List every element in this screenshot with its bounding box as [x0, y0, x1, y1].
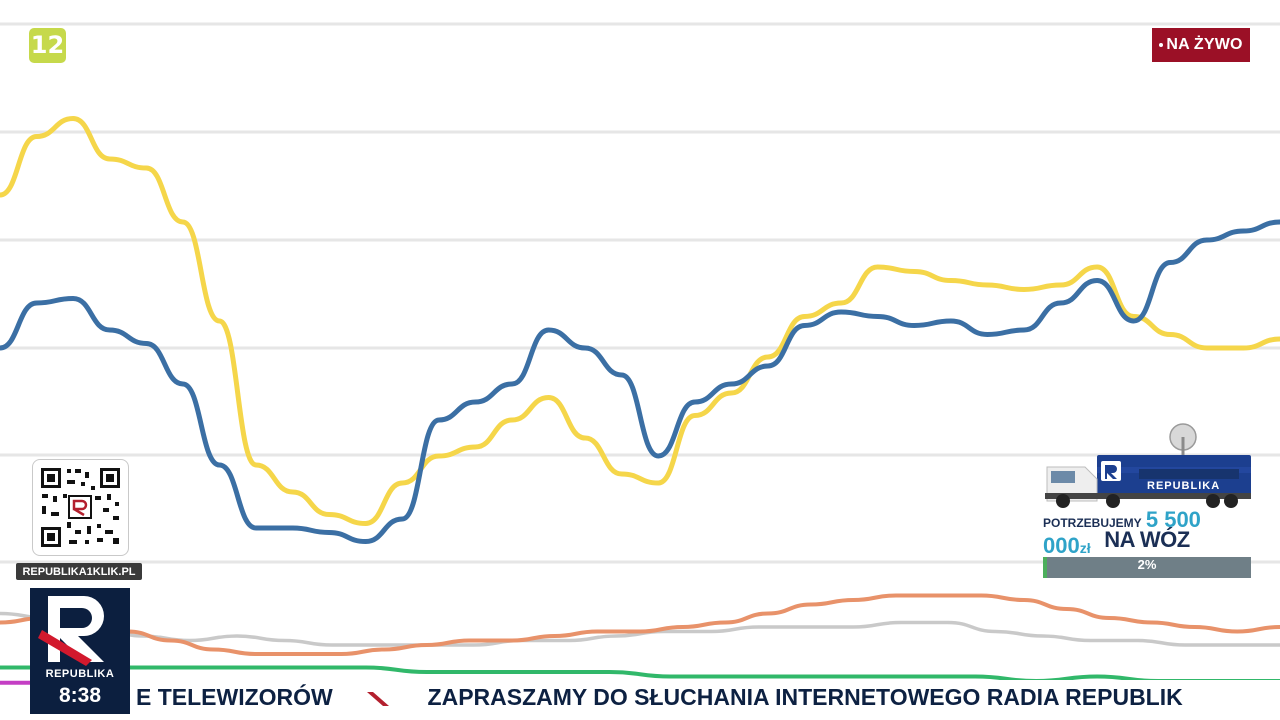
progress-fill [1043, 557, 1048, 578]
republika-logo: REPUBLIKA 8:38 [30, 588, 130, 714]
news-ticker: E TELEWIZORÓW ZAPRASZAMY DO SŁUCHANIA IN… [130, 680, 1280, 716]
channel-badge: 12 [29, 28, 66, 63]
series-line-yellow [0, 116, 1280, 526]
ticker-separator-icon [367, 691, 390, 706]
qr-code-icon [39, 466, 122, 549]
website-label: REPUBLIKA1KLIK.PL [16, 563, 142, 580]
gridlines [0, 22, 1280, 564]
clock: 8:38 [58, 684, 102, 707]
fundraising-progress-bar: 2% [1043, 557, 1251, 578]
ticker-text-right: ZAPRASZAMY DO SŁUCHANIA INTERNETOWEGO RA… [427, 684, 1183, 710]
logo-name: REPUBLIKA [45, 668, 115, 680]
republika-r-icon [38, 596, 104, 666]
fundraising-prefix: POTRZEBUJEMY [1043, 516, 1142, 530]
live-badge: NA ŻYWO [1152, 28, 1250, 62]
truck-label: REPUBLIKA [1147, 480, 1220, 492]
live-label: NA ŻYWO [1166, 36, 1243, 53]
fundraising-amount: 5 500 000 [1043, 507, 1201, 558]
fundraising-currency: zł [1079, 540, 1091, 556]
series-lines [0, 116, 1280, 694]
ticker-text-left: E TELEWIZORÓW [136, 684, 333, 710]
fundraising-line-1: POTRZEBUJEMY 5 500 000zł [1043, 507, 1251, 559]
series-line-orange [0, 593, 1280, 656]
live-dot-icon [1159, 43, 1164, 47]
series-line-green [0, 665, 1280, 683]
series-line-blue [0, 219, 1280, 544]
qr-code[interactable] [32, 459, 129, 556]
progress-label: 2% [1137, 557, 1157, 572]
series-line-gray [0, 611, 1280, 647]
fundraising-banner[interactable]: REPUBLIKA POTRZEBUJEMY 5 500 000zł NA WÓ… [1043, 423, 1251, 579]
broadcast-truck-icon: REPUBLIKA [1045, 423, 1251, 508]
